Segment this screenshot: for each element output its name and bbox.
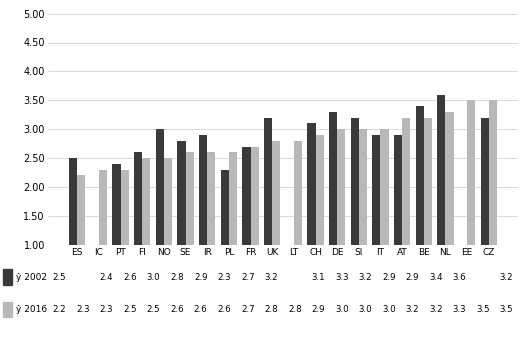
Text: 3.3: 3.3 [335,273,349,282]
Bar [394,135,402,245]
Bar [221,170,229,245]
Bar [156,129,164,245]
Text: 2.6: 2.6 [194,305,207,314]
Bar [272,141,280,245]
Text: 2.7: 2.7 [241,273,254,282]
Text: 2.3: 2.3 [76,305,90,314]
Bar [112,164,121,245]
Bar [207,152,215,245]
Text: 2.9: 2.9 [382,273,396,282]
Bar [424,118,432,245]
Text: 2.2: 2.2 [52,305,66,314]
Bar [351,118,359,245]
Bar [99,170,107,245]
Bar [177,141,186,245]
Text: 2.5: 2.5 [147,305,160,314]
Bar [229,152,237,245]
Bar [199,135,207,245]
Bar [402,118,411,245]
Text: 3.5: 3.5 [500,305,514,314]
Text: 3.2: 3.2 [406,305,419,314]
Text: 3.0: 3.0 [359,305,372,314]
Text: ŷ 2002: ŷ 2002 [16,273,47,282]
Text: 2.8: 2.8 [264,305,278,314]
Bar [372,135,380,245]
Bar [467,100,476,245]
Text: 2.6: 2.6 [217,305,231,314]
Text: 3.2: 3.2 [359,273,372,282]
Bar [164,158,172,245]
Bar [142,158,150,245]
Text: 2.8: 2.8 [288,305,302,314]
Text: ŷ 2016: ŷ 2016 [16,305,47,314]
Bar [121,170,129,245]
Text: 3.2: 3.2 [264,273,278,282]
Text: 2.6: 2.6 [170,305,184,314]
Bar [359,129,367,245]
Text: 3.0: 3.0 [382,305,396,314]
Text: 3.1: 3.1 [312,273,325,282]
Bar [445,112,454,245]
Text: 3.3: 3.3 [453,305,467,314]
Bar [315,135,324,245]
Bar [416,106,424,245]
Text: 2.3: 2.3 [99,305,113,314]
Text: 2.5: 2.5 [123,305,137,314]
Text: 3.0: 3.0 [147,273,160,282]
Bar [69,158,77,245]
Text: 3.2: 3.2 [500,273,514,282]
Text: 2.8: 2.8 [170,273,184,282]
Text: 2.4: 2.4 [99,273,113,282]
Text: 3.0: 3.0 [335,305,349,314]
Bar [380,129,389,245]
Bar [437,95,445,245]
Text: 2.6: 2.6 [123,273,137,282]
Bar [251,147,259,245]
Bar [337,129,345,245]
Bar [134,152,142,245]
Text: 2.3: 2.3 [217,273,231,282]
Bar [264,118,272,245]
Bar [489,100,497,245]
Bar [77,175,86,245]
Bar [294,141,302,245]
Text: 2.9: 2.9 [194,273,207,282]
Bar [242,147,251,245]
Text: 2.5: 2.5 [52,273,66,282]
Bar [186,152,194,245]
Text: 3.4: 3.4 [429,273,443,282]
Bar [329,112,337,245]
Text: 3.6: 3.6 [453,273,467,282]
Text: 3.5: 3.5 [476,305,490,314]
Text: 2.7: 2.7 [241,305,254,314]
Text: 2.9: 2.9 [312,305,325,314]
Text: 3.2: 3.2 [429,305,443,314]
Text: 2.9: 2.9 [406,273,419,282]
Bar [480,118,489,245]
Bar [307,123,315,245]
